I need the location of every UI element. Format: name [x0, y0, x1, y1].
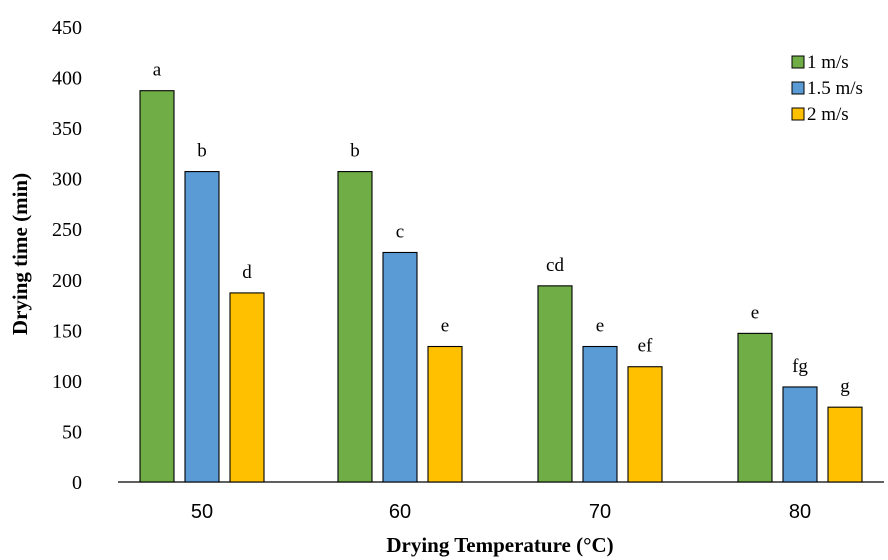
significance-letter: e — [596, 316, 604, 337]
legend-swatch — [791, 107, 805, 121]
y-tick-label: 400 — [52, 68, 82, 90]
significance-letter: e — [441, 316, 449, 337]
bar — [737, 332, 773, 483]
significance-letter: d — [242, 262, 252, 283]
y-tick-label: 100 — [52, 371, 82, 393]
y-tick-label: 300 — [52, 169, 82, 191]
bar — [139, 90, 175, 483]
y-axis-ticks: 0 50 100 150 200 250 300 350 400 450 — [52, 17, 82, 494]
bar — [184, 171, 220, 483]
y-tick-label: 50 — [62, 421, 82, 443]
x-tick-label: 70 — [589, 501, 611, 523]
y-tick-label: 200 — [52, 270, 82, 292]
x-tick-label: 80 — [789, 501, 811, 523]
significance-letter: c — [396, 221, 404, 242]
y-tick-label: 0 — [72, 472, 82, 494]
bar — [427, 345, 463, 483]
x-tick-label: 60 — [389, 501, 411, 523]
x-tick-label: 50 — [191, 501, 213, 523]
significance-letter: fg — [792, 356, 808, 377]
y-tick-label: 350 — [52, 118, 82, 140]
bar — [827, 406, 863, 483]
significance-letter: a — [153, 60, 162, 81]
legend-swatch — [791, 55, 805, 69]
significance-letter: e — [751, 302, 759, 323]
significance-letter: ef — [638, 336, 653, 357]
bar — [229, 292, 265, 483]
legend: 1 m/s 1.5 m/s 2 m/s — [791, 52, 863, 125]
significance-letter: cd — [546, 255, 564, 276]
legend-swatch — [791, 81, 805, 95]
legend-label: 1.5 m/s — [807, 78, 863, 99]
bar — [382, 251, 418, 483]
bar — [582, 345, 618, 483]
significance-letter: g — [840, 376, 850, 397]
legend-label: 2 m/s — [807, 104, 849, 125]
bar — [337, 171, 373, 483]
significance-letter: b — [350, 141, 360, 162]
y-tick-label: 450 — [52, 17, 82, 39]
y-tick-label: 150 — [52, 320, 82, 342]
significance-letter: b — [197, 141, 207, 162]
y-axis-title: Drying time (min) — [8, 173, 32, 335]
y-tick-label: 250 — [52, 219, 82, 241]
legend-label: 1 m/s — [807, 52, 849, 73]
bar — [627, 366, 663, 483]
bar — [782, 386, 818, 483]
bars — [139, 90, 863, 483]
bar — [537, 285, 573, 483]
x-axis-ticks: 50 60 70 80 — [191, 501, 811, 523]
x-axis-title: Drying Temperature (°C) — [386, 533, 613, 557]
